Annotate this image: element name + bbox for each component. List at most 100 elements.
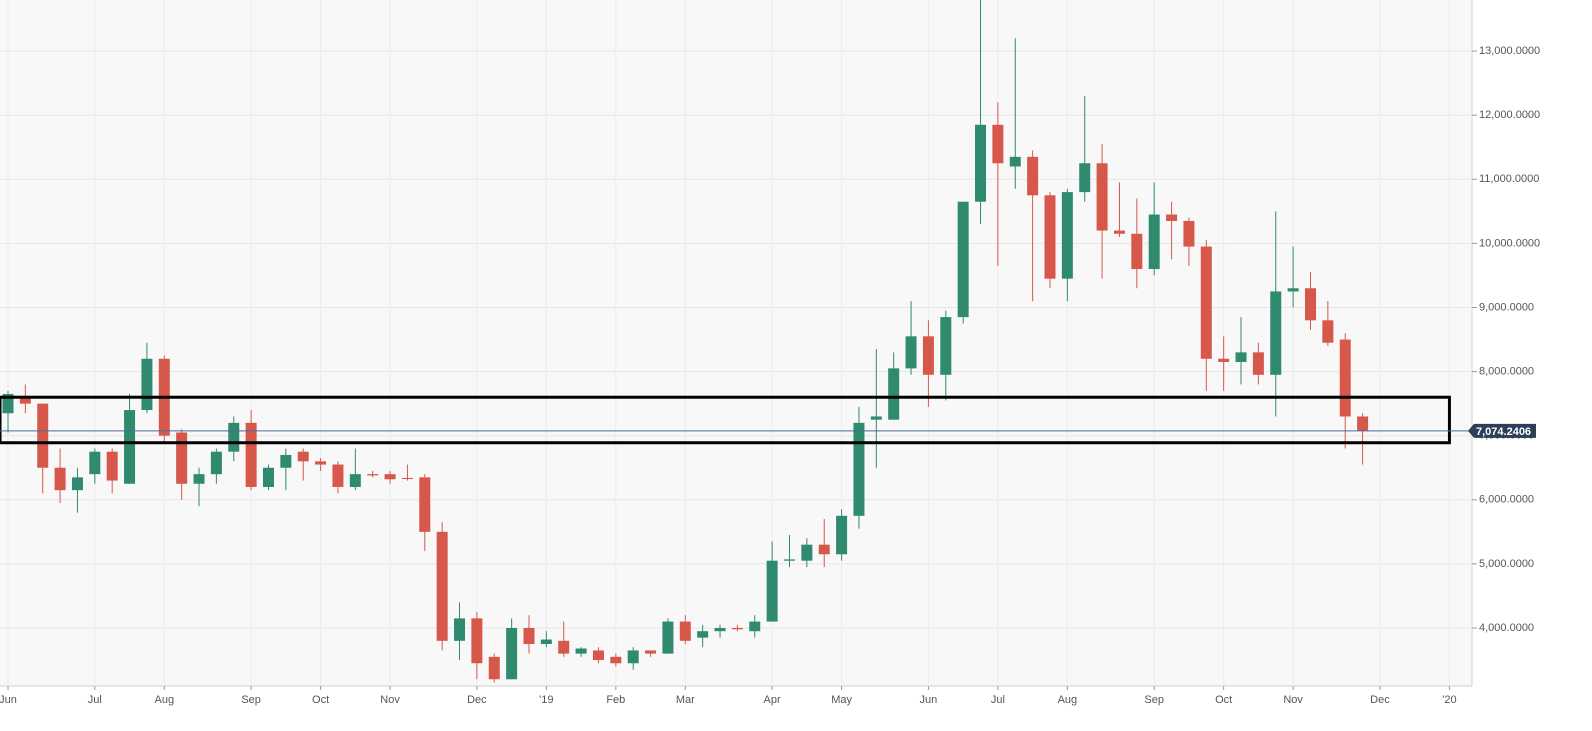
x-tick-label: Jul bbox=[88, 694, 102, 706]
candle-body bbox=[714, 627, 726, 632]
candle-body bbox=[1304, 288, 1316, 321]
candle-body bbox=[297, 451, 309, 462]
y-tick-label: 5,000.0000 bbox=[1479, 558, 1534, 570]
last-price-tag bbox=[1468, 423, 1536, 438]
candle-body bbox=[1113, 230, 1125, 234]
candle-body bbox=[2, 394, 14, 414]
x-tick-label: Oct bbox=[1215, 694, 1232, 706]
x-tick-label: Nov bbox=[380, 694, 400, 706]
candle-body bbox=[210, 451, 222, 475]
candle-body bbox=[1270, 291, 1282, 375]
candle-body bbox=[558, 640, 570, 654]
y-tick-label: 4,000.0000 bbox=[1479, 622, 1534, 634]
candle-body bbox=[992, 124, 1004, 164]
candle-body bbox=[1061, 192, 1073, 279]
candle-body bbox=[1339, 339, 1351, 417]
candle-body bbox=[315, 461, 327, 465]
x-tick-label: May bbox=[831, 694, 852, 706]
candle-body bbox=[367, 474, 379, 476]
candle-body bbox=[124, 410, 136, 484]
candle-body bbox=[870, 416, 882, 420]
x-tick-label: Nov bbox=[1283, 694, 1303, 706]
candle-body bbox=[401, 477, 413, 479]
candle-body bbox=[71, 477, 83, 491]
candle-body bbox=[853, 422, 865, 516]
candle-body bbox=[1148, 214, 1160, 270]
y-tick-label: 9,000.0000 bbox=[1479, 301, 1534, 313]
x-tick-label: Apr bbox=[764, 694, 781, 706]
candle-body bbox=[818, 544, 830, 555]
candle-body bbox=[1044, 195, 1056, 279]
candle-body bbox=[523, 627, 535, 645]
candle-body bbox=[262, 467, 274, 487]
candle-body bbox=[37, 403, 49, 468]
candle-body bbox=[540, 639, 552, 645]
candle-body bbox=[245, 422, 257, 487]
x-tick-label: Jul bbox=[991, 694, 1005, 706]
candle-body bbox=[436, 531, 448, 641]
candle-body bbox=[679, 621, 691, 641]
candle-body bbox=[1287, 288, 1299, 292]
candle-body bbox=[349, 474, 361, 487]
candle-body bbox=[662, 621, 674, 654]
candle-body bbox=[141, 358, 153, 411]
last-price-label: 7,074.2406 bbox=[1476, 426, 1531, 438]
candle-body bbox=[280, 454, 292, 468]
candle-body bbox=[19, 397, 31, 404]
y-tick-label: 8,000.0000 bbox=[1479, 365, 1534, 377]
candle-body bbox=[419, 477, 431, 532]
candle-body bbox=[1322, 320, 1334, 343]
x-tick-label: Aug bbox=[154, 694, 174, 706]
candle-body bbox=[766, 560, 778, 622]
candle-body bbox=[575, 648, 587, 654]
plot-background bbox=[0, 0, 1472, 686]
candle-body bbox=[592, 650, 604, 661]
highlight-box bbox=[0, 395, 1451, 445]
x-tick-label: Feb bbox=[606, 694, 625, 706]
y-tick-label: 13,000.0000 bbox=[1479, 45, 1540, 57]
candle-body bbox=[1218, 358, 1230, 362]
candle-body bbox=[783, 559, 795, 561]
x-tick-label: Sep bbox=[1144, 694, 1164, 706]
x-tick-label: Mar bbox=[676, 694, 695, 706]
candle-body bbox=[801, 544, 813, 561]
candle-body bbox=[627, 650, 639, 664]
y-tick-label: 6,000.0000 bbox=[1479, 494, 1534, 506]
candle-body bbox=[610, 656, 622, 664]
x-tick-label: Jun bbox=[920, 694, 938, 706]
candle-body bbox=[54, 467, 66, 491]
y-tick-label: 12,000.0000 bbox=[1479, 109, 1540, 121]
candle-body bbox=[1183, 220, 1195, 247]
candle-body bbox=[1235, 352, 1247, 362]
candle-body bbox=[384, 474, 396, 480]
candle-body bbox=[888, 368, 900, 420]
x-tick-label: Oct bbox=[312, 694, 329, 706]
candle-body bbox=[176, 432, 188, 484]
candle-body bbox=[975, 124, 987, 202]
candle-body bbox=[471, 618, 483, 664]
candle-body bbox=[1096, 163, 1108, 231]
candle-body bbox=[731, 627, 743, 630]
x-tick-label: Dec bbox=[467, 694, 487, 706]
candle-body bbox=[1200, 246, 1212, 359]
candle-body bbox=[454, 618, 466, 641]
candle-body bbox=[1131, 233, 1143, 270]
candle-body bbox=[905, 336, 917, 369]
x-tick-label: Jun bbox=[0, 694, 17, 706]
candle-body bbox=[645, 650, 657, 654]
candle-body bbox=[193, 474, 205, 484]
candle-body bbox=[697, 631, 709, 638]
candle-body bbox=[749, 621, 761, 632]
candle-body bbox=[332, 464, 344, 487]
candle-body bbox=[957, 201, 969, 318]
candle-body bbox=[922, 336, 934, 375]
x-tick-label: Aug bbox=[1058, 694, 1078, 706]
candle-body bbox=[1166, 214, 1178, 221]
candle-body bbox=[488, 656, 500, 680]
y-tick-label: 11,000.0000 bbox=[1479, 173, 1539, 185]
candle-body bbox=[1027, 156, 1039, 196]
candle-body bbox=[1009, 156, 1021, 167]
x-tick-label: '20 bbox=[1442, 694, 1456, 706]
